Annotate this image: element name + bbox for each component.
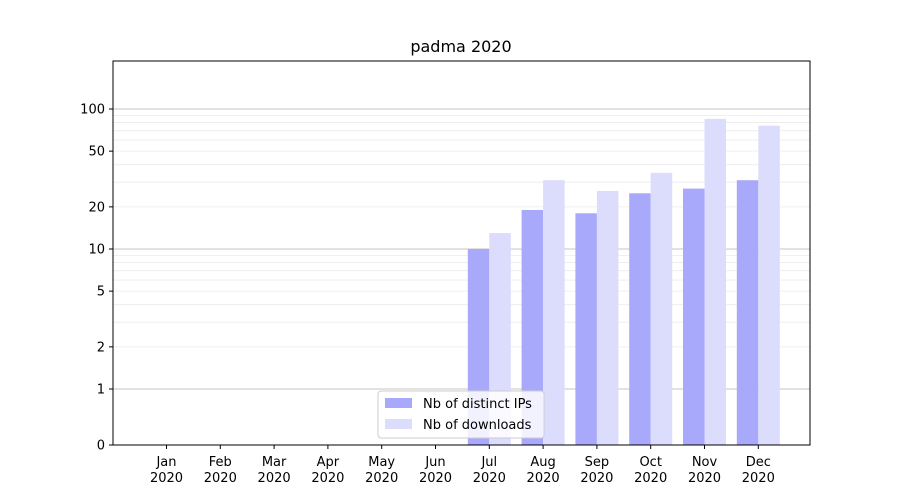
x-tick-label-month: May (368, 455, 395, 470)
x-tick-label-year: 2020 (365, 471, 398, 486)
legend-box (377, 390, 545, 439)
bar-downloads (650, 172, 673, 445)
legend-swatch-distinct-ips (385, 398, 412, 408)
bar-downloads (543, 180, 565, 446)
x-tick-label-year: 2020 (419, 471, 452, 486)
chart-title: padma 2020 (410, 37, 511, 56)
legend: Nb of distinct IPs Nb of downloads (377, 390, 545, 439)
x-tick-label-year: 2020 (688, 471, 721, 486)
x-tick-label-year: 2020 (311, 471, 344, 486)
x-tick-label-month: Jan (155, 455, 176, 470)
x-tick-label-year: 2020 (634, 471, 667, 486)
y-tick-label: 1 (97, 383, 105, 398)
bar-distinct-ips (683, 188, 705, 445)
x-tick-label-month: Feb (209, 455, 232, 470)
legend-label-downloads: Nb of downloads (423, 418, 532, 433)
legend-label-distinct-ips: Nb of distinct IPs (423, 397, 532, 412)
x-tick-label-month: Jul (480, 455, 497, 470)
bar-downloads (758, 125, 780, 445)
x-tick-label-month: Apr (317, 455, 340, 470)
x-tick-label-month: Sep (585, 455, 610, 470)
y-tick-label: 0 (97, 439, 105, 454)
x-tick-label-month: Dec (746, 455, 771, 470)
bar-distinct-ips (629, 193, 651, 445)
x-tick-label-year: 2020 (204, 471, 237, 486)
x-tick-label-month: Nov (692, 455, 718, 470)
x-tick-label-year: 2020 (580, 471, 613, 486)
bar-distinct-ips (736, 180, 759, 446)
y-tick-label: 20 (88, 200, 105, 215)
x-tick-label-month: Mar (262, 455, 287, 470)
x-tick-label-month: Aug (530, 455, 555, 470)
x-tick-label-month: Oct (639, 455, 661, 470)
x-tick-label-year: 2020 (150, 471, 183, 486)
y-axis: 0 1 2 5 10 20 50 100 (80, 103, 113, 454)
bar-downloads (596, 190, 619, 445)
y-tick-label: 2 (97, 340, 105, 355)
x-axis: Jan2020Feb2020Mar2020Apr2020May2020Jun20… (150, 445, 775, 486)
legend-swatch-downloads (385, 419, 412, 429)
x-tick-label-year: 2020 (258, 471, 291, 486)
bar-distinct-ips (521, 209, 544, 445)
y-tick-label: 100 (80, 103, 105, 118)
bar-downloads (704, 118, 726, 445)
x-tick-label-month: Jun (424, 455, 445, 470)
y-tick-label: 50 (88, 145, 105, 160)
x-tick-label-year: 2020 (527, 471, 560, 486)
plot-frame (112, 60, 811, 446)
x-tick-label-year: 2020 (473, 471, 506, 486)
x-tick-label-year: 2020 (742, 471, 775, 486)
y-tick-label: 10 (88, 243, 105, 258)
y-tick-label: 5 (97, 285, 105, 300)
bar-distinct-ips (575, 213, 597, 445)
grid-lines (113, 108, 810, 390)
